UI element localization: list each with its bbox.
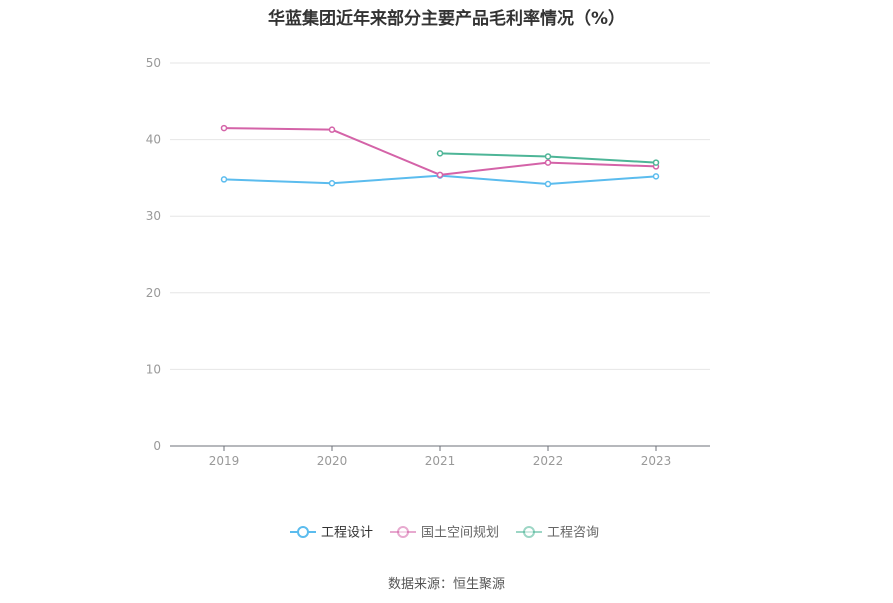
y-tick-label: 40	[146, 133, 161, 147]
legend-marker-1	[297, 526, 309, 538]
legend-label-1: 工程设计	[321, 526, 373, 541]
x-tick-label: 2023	[641, 454, 672, 468]
data-point-series-1	[652, 173, 660, 180]
x-tick-label: 2019	[209, 454, 240, 468]
data-point-series-2	[220, 124, 228, 132]
legend-marker-3	[523, 526, 535, 538]
data-point-series-3	[652, 159, 660, 166]
y-tick-label: 30	[146, 209, 161, 223]
data-point-series-1	[220, 176, 228, 183]
x-tick-label: 2020	[317, 454, 348, 468]
chart-title: 华蓝集团近年来部分主要产品毛利率情况（%）	[267, 9, 626, 29]
x-tick-label: 2022	[533, 454, 564, 468]
data-point-series-3	[436, 150, 444, 157]
data-source: 数据来源：恒生聚源	[387, 577, 505, 592]
y-tick-label: 0	[153, 439, 161, 453]
y-tick-label: 20	[146, 286, 161, 300]
x-tick-label: 2021	[425, 454, 456, 468]
y-tick-label: 50	[146, 56, 161, 70]
data-point-series-1	[328, 180, 336, 187]
data-point-series-1	[544, 180, 552, 188]
data-point-series-2	[544, 159, 552, 166]
legend-label-3: 工程咨询	[547, 526, 599, 541]
data-point-series-2	[328, 126, 336, 133]
legend-marker-2	[397, 526, 409, 538]
data-point-series-3	[544, 153, 552, 160]
data-point-series-2	[436, 171, 444, 179]
y-tick-label: 10	[146, 362, 161, 376]
legend-label-2: 国土空间规划	[421, 526, 499, 541]
